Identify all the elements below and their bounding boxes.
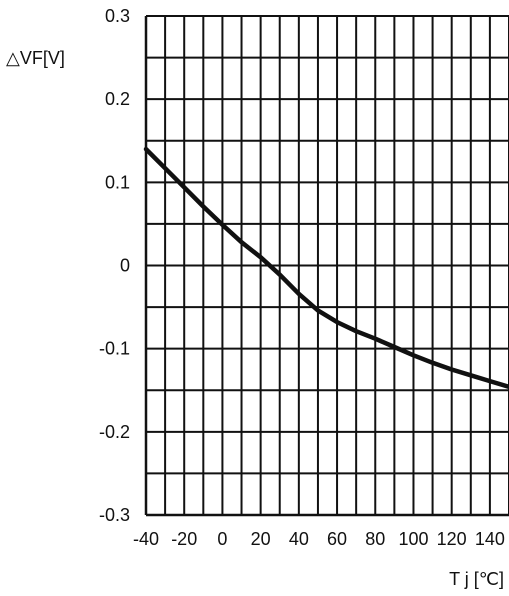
x-tick-label: 40 [289,529,309,549]
tick-layer: 0.3 0.2 0.1 0 -0.1 -0.2 -0.3-40 -20 0 20 40 60 80 100… [99,6,505,549]
x-tick-label: -20 [171,529,197,549]
series-layer [143,146,509,390]
y-tick-label: -0.1 [99,339,130,359]
series-line [143,146,509,390]
y-tick-label: 0.2 [105,89,130,109]
x-tick-label: 120 [437,529,467,549]
y-tick-label: 0.1 [105,172,130,192]
y-tick-label: 0 [120,256,130,276]
x-tick-label: 140 [475,529,505,549]
x-tick-label: 60 [327,529,347,549]
y-tick-label: -0.2 [99,422,130,442]
x-tick-label: -40 [133,529,159,549]
x-tick-label: 0 [217,529,227,549]
y-axis-title: △VF[V] [6,48,65,68]
x-axis-title: T j [℃] [449,569,504,589]
y-tick-label: -0.3 [99,505,130,525]
x-tick-label: 80 [365,529,385,549]
x-tick-label: 100 [398,529,428,549]
x-tick-label: 20 [251,529,271,549]
axis-layer [144,16,509,517]
y-tick-label: 0.3 [105,6,130,26]
